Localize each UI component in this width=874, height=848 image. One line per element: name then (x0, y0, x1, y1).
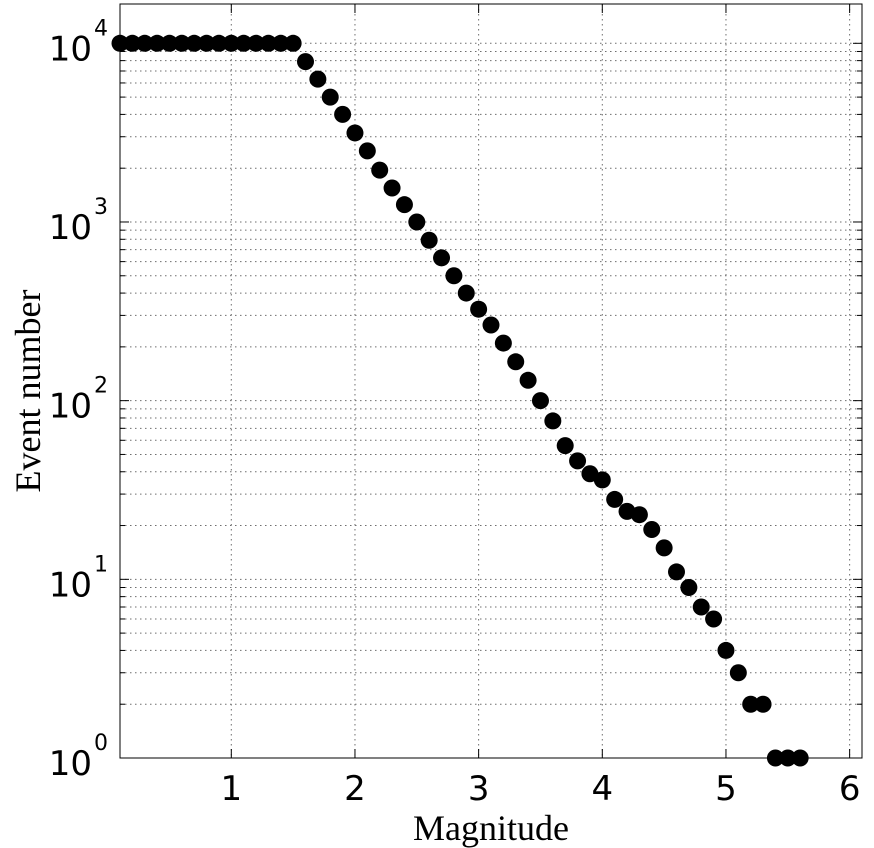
y-tick-label: 104 (49, 16, 108, 69)
data-point (111, 34, 129, 52)
data-point (766, 749, 784, 767)
x-tick-label: 1 (220, 769, 242, 809)
data-point (531, 392, 549, 410)
data-point (371, 161, 389, 179)
data-point (680, 579, 698, 597)
data-point (717, 641, 735, 659)
data-point (185, 34, 203, 52)
plot-area-frame (119, 3, 863, 759)
data-point (445, 267, 463, 285)
data-point (395, 196, 413, 214)
x-tick-label: 2 (344, 769, 366, 809)
y-tick-label: 100 (49, 731, 108, 784)
y-tick-label-exponent: 1 (94, 552, 108, 577)
data-point (334, 105, 352, 123)
y-tick-label-base: 10 (49, 565, 92, 605)
data-point (544, 412, 562, 430)
axis-ticks (120, 4, 862, 759)
y-tick-label-exponent: 4 (94, 16, 108, 41)
data-point (606, 490, 624, 508)
data-point (729, 664, 747, 682)
data-point (173, 34, 191, 52)
data-point (482, 316, 500, 334)
x-tick-label: 4 (591, 769, 613, 809)
data-point (272, 34, 290, 52)
data-point (433, 249, 451, 267)
data-point (692, 598, 710, 616)
data-point (284, 34, 302, 52)
data-point (383, 179, 401, 197)
data-point (309, 70, 327, 88)
data-point (247, 34, 265, 52)
data-markers (111, 34, 809, 767)
data-point (346, 124, 364, 142)
x-tick-label: 3 (468, 769, 490, 809)
data-point (408, 213, 426, 231)
data-point (556, 437, 574, 455)
data-point (358, 142, 376, 160)
data-point (470, 300, 488, 318)
data-point (668, 563, 685, 581)
y-tick-label-base: 10 (49, 744, 92, 784)
y-tick-label: 103 (49, 195, 108, 248)
y-tick-label-exponent: 2 (94, 374, 108, 399)
data-point (569, 452, 587, 470)
x-tick-label: 5 (715, 769, 737, 809)
y-tick-label-base: 10 (49, 29, 92, 69)
data-point (297, 53, 314, 71)
data-point (630, 506, 648, 524)
data-point (420, 231, 438, 249)
data-point (136, 34, 154, 52)
data-point (210, 34, 228, 52)
data-point (123, 34, 141, 52)
x-axis-title: Magnitude (413, 808, 569, 848)
data-point (321, 88, 339, 106)
y-tick-label: 102 (49, 374, 108, 427)
y-tick-label-base: 10 (49, 387, 92, 427)
data-point (259, 34, 277, 52)
y-tick-label: 101 (49, 552, 108, 605)
data-point (507, 353, 525, 371)
y-tick-label-exponent: 0 (94, 731, 108, 756)
data-point (222, 34, 240, 52)
data-point (235, 34, 253, 52)
y-tick-label-base: 10 (49, 208, 92, 248)
data-point (779, 749, 797, 767)
y-tick-label-exponent: 3 (94, 195, 108, 220)
data-point (148, 34, 166, 52)
data-point (791, 749, 809, 767)
data-point (160, 34, 178, 52)
x-tick-label: 6 (839, 769, 861, 809)
data-point (457, 284, 475, 302)
data-point (754, 695, 772, 713)
y-axis-title: Event number (8, 290, 48, 493)
data-point (655, 539, 673, 557)
data-point (705, 610, 723, 628)
grid-lines (120, 4, 862, 759)
data-point (593, 471, 611, 489)
data-point (643, 521, 661, 539)
data-point (519, 371, 537, 389)
data-point (494, 334, 512, 352)
data-point (742, 695, 760, 713)
data-point (198, 34, 216, 52)
